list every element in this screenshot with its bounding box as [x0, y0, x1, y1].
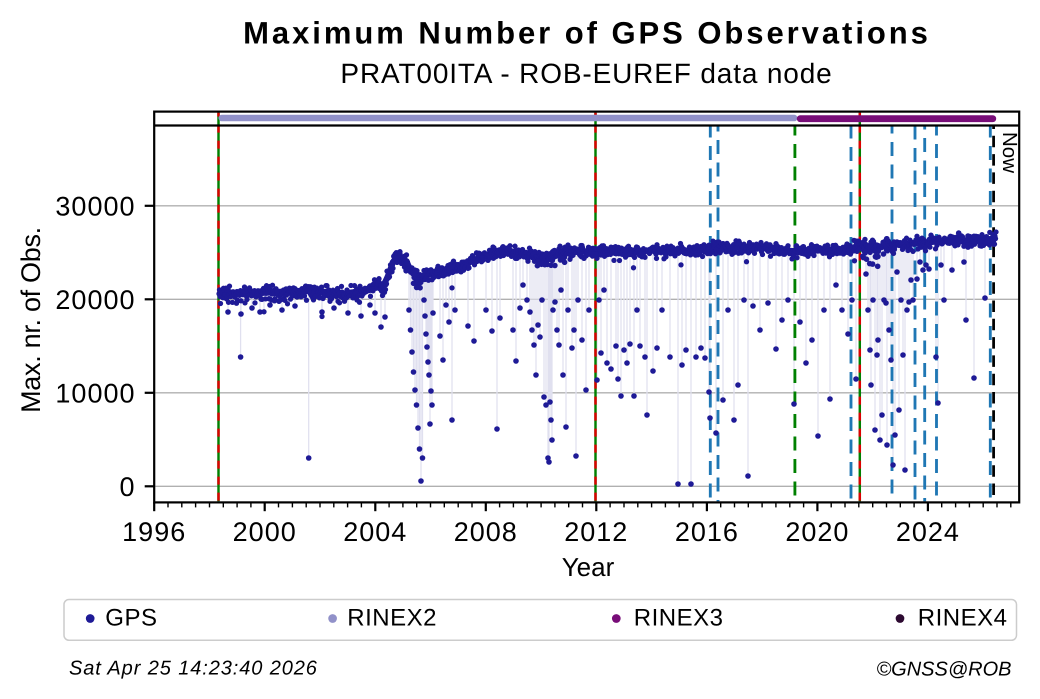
svg-text:PRAT00ITA - ROB-EUREF data nod: PRAT00ITA - ROB-EUREF data node [340, 58, 832, 89]
svg-text:2008: 2008 [454, 517, 518, 547]
svg-text:10000: 10000 [55, 379, 135, 409]
svg-text:Maximum Number of GPS Observat: Maximum Number of GPS Observations [243, 16, 931, 51]
svg-text:1996: 1996 [122, 517, 186, 547]
svg-text:2000: 2000 [233, 517, 297, 547]
svg-text:2004: 2004 [343, 517, 407, 547]
svg-text:©GNSS@ROB: ©GNSS@ROB [876, 659, 1011, 681]
svg-text:RINEX3: RINEX3 [634, 605, 724, 632]
svg-text:30000: 30000 [55, 192, 135, 222]
svg-text:Now: Now [998, 132, 1021, 173]
svg-text:0: 0 [119, 472, 135, 502]
svg-text:GPS: GPS [105, 605, 157, 632]
svg-text:RINEX4: RINEX4 [918, 605, 1008, 632]
svg-text:2024: 2024 [896, 517, 960, 547]
svg-text:Max. nr. of Obs.: Max. nr. of Obs. [16, 227, 46, 413]
svg-text:20000: 20000 [55, 285, 135, 315]
svg-text:Year: Year [562, 552, 615, 582]
svg-text:Sat Apr 25 14:23:40 2026: Sat Apr 25 14:23:40 2026 [69, 658, 318, 680]
svg-text:2020: 2020 [785, 517, 849, 547]
svg-text:2016: 2016 [675, 517, 739, 547]
svg-text:RINEX2: RINEX2 [347, 605, 437, 632]
svg-text:2012: 2012 [564, 517, 628, 547]
